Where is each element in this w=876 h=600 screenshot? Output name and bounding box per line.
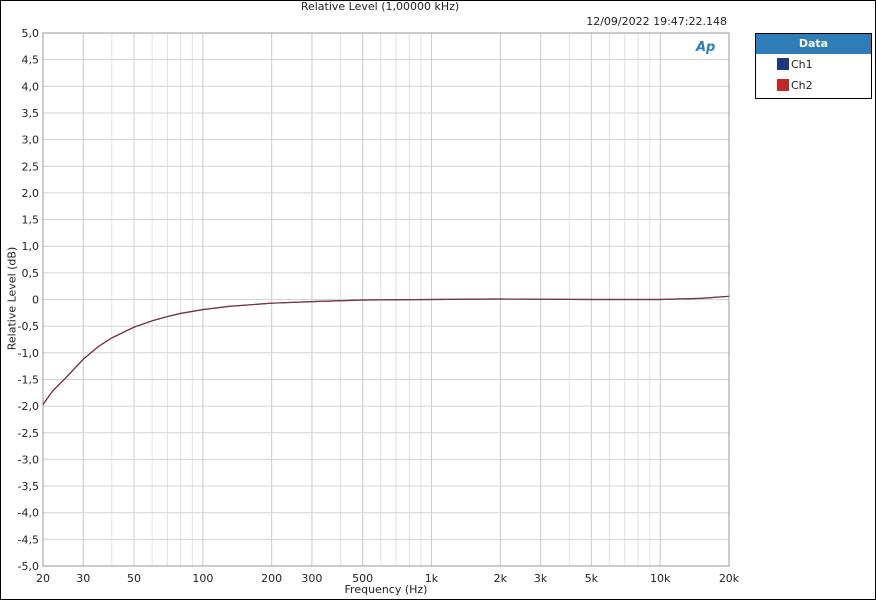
x-tick-label: 50 (127, 572, 141, 585)
chart-title: Relative Level (1,00000 kHz) (300, 0, 460, 13)
y-axis-label: Relative Level (dB) (5, 246, 19, 351)
x-axis-label: Frequency (Hz) (344, 583, 428, 596)
y-tick-label: -0,5 (18, 320, 39, 333)
y-tick-label: 5,0 (22, 27, 40, 40)
y-tick-label: 4,0 (22, 80, 40, 93)
series-line-ch2 (42, 295, 730, 405)
y-tick-label: -2,0 (18, 400, 39, 413)
y-tick-label: 4,5 (22, 54, 40, 67)
legend-label-ch2: Ch2 (791, 79, 813, 92)
y-tick-label: -2,5 (18, 427, 39, 440)
y-tick-label: 1,5 (22, 214, 40, 227)
y-tick-label: -3,5 (18, 480, 39, 493)
y-tick-label: -4,5 (18, 533, 39, 546)
y-tick-label: 2,0 (22, 187, 40, 200)
x-tick-label: 100 (192, 572, 213, 585)
y-tick-label: -1,0 (18, 347, 39, 360)
x-tick-label: 5k (585, 572, 599, 585)
y-tick-label: 2,5 (22, 160, 40, 173)
legend-swatch-ch1 (777, 58, 789, 70)
x-tick-label: 2k (494, 572, 508, 585)
y-tick-label: -4,0 (18, 507, 39, 520)
x-tick-label: 300 (301, 572, 322, 585)
x-tick-label: 20k (719, 572, 740, 585)
legend[interactable]: Data Ch1 Ch2 (755, 33, 872, 99)
y-tick-label: 3,5 (22, 107, 40, 120)
y-tick-label: 3,0 (22, 134, 40, 147)
x-tick-label: 1k (425, 572, 439, 585)
legend-item-ch2[interactable]: Ch2 (756, 75, 871, 96)
legend-swatch-ch2 (777, 79, 789, 91)
x-tick-label: 10k (650, 572, 671, 585)
legend-title: Data (756, 34, 871, 54)
y-tick-label: 0 (32, 294, 39, 307)
ap-logo: Ap (696, 40, 716, 55)
legend-item-ch1[interactable]: Ch1 (756, 54, 871, 75)
x-tick-label: 30 (76, 572, 90, 585)
x-tick-label: 20 (36, 572, 50, 585)
y-tick-label: -5,0 (18, 560, 39, 573)
y-tick-label: 0,5 (22, 267, 40, 280)
x-tick-label: 3k (534, 572, 548, 585)
plot-border (42, 32, 730, 567)
legend-label-ch1: Ch1 (791, 58, 813, 71)
timestamp: 12/09/2022 19:47:22.148 (586, 15, 727, 28)
series-line-ch1 (42, 295, 730, 405)
y-tick-label: 1,0 (22, 240, 40, 253)
y-tick-label: -1,5 (18, 373, 39, 386)
x-tick-label: 500 (352, 572, 373, 585)
y-tick-label: -3,0 (18, 453, 39, 466)
x-tick-label: 200 (261, 572, 282, 585)
